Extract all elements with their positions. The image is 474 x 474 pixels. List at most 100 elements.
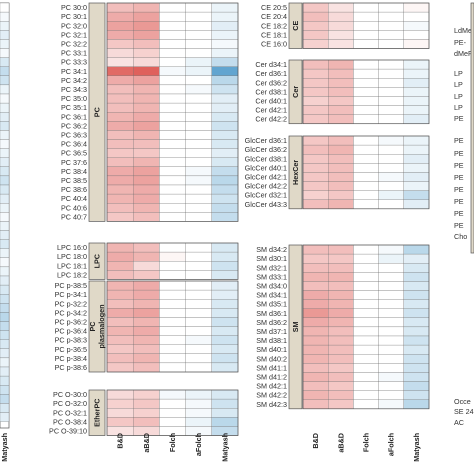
left-partial-cell [0, 84, 10, 95]
right-partial-label: PE [454, 114, 464, 123]
heatmap-cell [159, 184, 186, 195]
row-label: GlcCer d32:1 [245, 191, 287, 200]
heatmap-cell [353, 281, 379, 291]
heatmap-cell [328, 335, 354, 346]
row-label: SM d34:1 [256, 291, 287, 300]
heatmap-cell [302, 154, 329, 164]
row-label: SM d30:1 [256, 254, 287, 263]
heatmap-cell [378, 68, 404, 79]
heatmap-cell [133, 398, 160, 409]
heatmap-cell [378, 172, 404, 182]
heatmap-cell [211, 398, 239, 409]
heatmap-cell [159, 130, 186, 140]
left-partial-cell [0, 112, 10, 122]
heatmap-cell [403, 11, 430, 22]
heatmap-cell [328, 87, 354, 97]
heatmap-cell [302, 163, 329, 173]
panel-strip-label-line: Cer [291, 86, 300, 98]
row-label: PC 30:1 [61, 12, 87, 21]
left-partial-cell [0, 348, 10, 359]
heatmap-cell [211, 353, 239, 364]
heatmap-cell [185, 242, 212, 253]
heatmap-cell [159, 30, 186, 40]
left-partial-cell [0, 102, 10, 113]
row-label: PC 40:4 [61, 194, 87, 203]
heatmap-cell [133, 326, 160, 336]
heatmap-cell [378, 281, 404, 291]
heatmap-cell [185, 353, 212, 364]
heatmap-cell [378, 2, 404, 13]
heatmap-cell [403, 68, 430, 79]
heatmap-cell [353, 263, 379, 273]
heatmap-cell [378, 154, 404, 164]
heatmap-cell [133, 157, 160, 167]
panel-strip-label: EtherPC [93, 399, 102, 427]
left-partial-panel: Matyash [0, 2, 10, 462]
heatmap-cell [185, 102, 212, 113]
heatmap-cell [211, 408, 239, 418]
heatmap-cell [133, 417, 160, 427]
heatmap-cell [211, 112, 239, 122]
heatmap-cell [211, 139, 239, 149]
heatmap-cell [159, 280, 186, 291]
heatmap-cell [159, 57, 186, 67]
row-label: LPC 16:0 [57, 243, 87, 252]
heatmap-cell [185, 66, 212, 76]
heatmap-cell [133, 344, 160, 354]
right-partial-label: PE [454, 161, 464, 170]
heatmap-cell [302, 363, 329, 373]
panel-strip-label-line: EtherPC [93, 399, 102, 427]
left-partial-cell [0, 157, 10, 167]
row-label: PC 34:3 [61, 85, 87, 94]
heatmap-cell [353, 181, 379, 191]
heatmap-cell [133, 175, 160, 186]
row-label: SM d36:2 [256, 318, 287, 327]
heatmap-cell [211, 317, 239, 327]
heatmap-cell [378, 363, 404, 373]
heatmap-cell [353, 68, 379, 79]
heatmap-cell [159, 66, 186, 76]
left-partial-cell [0, 30, 10, 40]
right-partial-label: Cho [454, 232, 467, 241]
heatmap-cell [302, 96, 329, 106]
heatmap-cell [211, 389, 239, 400]
left-partial-cell [0, 75, 10, 86]
heatmap-cell [353, 135, 379, 146]
heatmap-cell [302, 326, 329, 337]
heatmap-cell [211, 93, 239, 104]
heatmap-cell [185, 251, 212, 262]
row-label: PC p-38:6 [55, 363, 87, 372]
heatmap-cell [133, 84, 160, 95]
heatmap-cell [211, 242, 239, 253]
left-partial-column-label: Matyash [0, 433, 9, 462]
heatmap-cell [133, 335, 160, 345]
heatmap-cell [133, 242, 160, 253]
left-partial-cell [0, 221, 10, 231]
left-partial-cell [0, 212, 10, 222]
heatmap-cell [403, 154, 430, 164]
heatmap-cell [353, 199, 379, 209]
row-label: PC O-32:1 [53, 408, 87, 417]
heatmap-cell [378, 372, 404, 382]
panel-strip-label: HexCer [291, 160, 300, 185]
heatmap-cell [328, 59, 354, 70]
heatmap-cell [403, 105, 430, 115]
row-label: Cer d40:1 [255, 96, 287, 105]
heatmap-cell [302, 308, 329, 318]
heatmap-cell [302, 354, 329, 364]
heatmap-cell [328, 154, 354, 164]
row-label: SM d42:3 [256, 400, 287, 409]
heatmap-cell [378, 11, 404, 22]
heatmap-cell [185, 30, 212, 40]
row-label: SM d40:1 [256, 345, 287, 354]
heatmap-cell [302, 199, 329, 209]
heatmap-cell [403, 299, 430, 309]
right-partial-labels: LdMeF PE-dMeF LP LP LP LP PE PE PE PE PE PE PE PE PE Ch… [454, 2, 474, 427]
panel-strip-label-line: PC [93, 107, 102, 117]
heatmap-cell [328, 21, 354, 31]
row-label: CE 20:4 [261, 12, 287, 21]
row-label: PC p-36:5 [55, 345, 87, 354]
row-label: PC 36:2 [61, 121, 87, 130]
heatmap-cell [353, 172, 379, 182]
left-partial-cell [0, 230, 10, 240]
